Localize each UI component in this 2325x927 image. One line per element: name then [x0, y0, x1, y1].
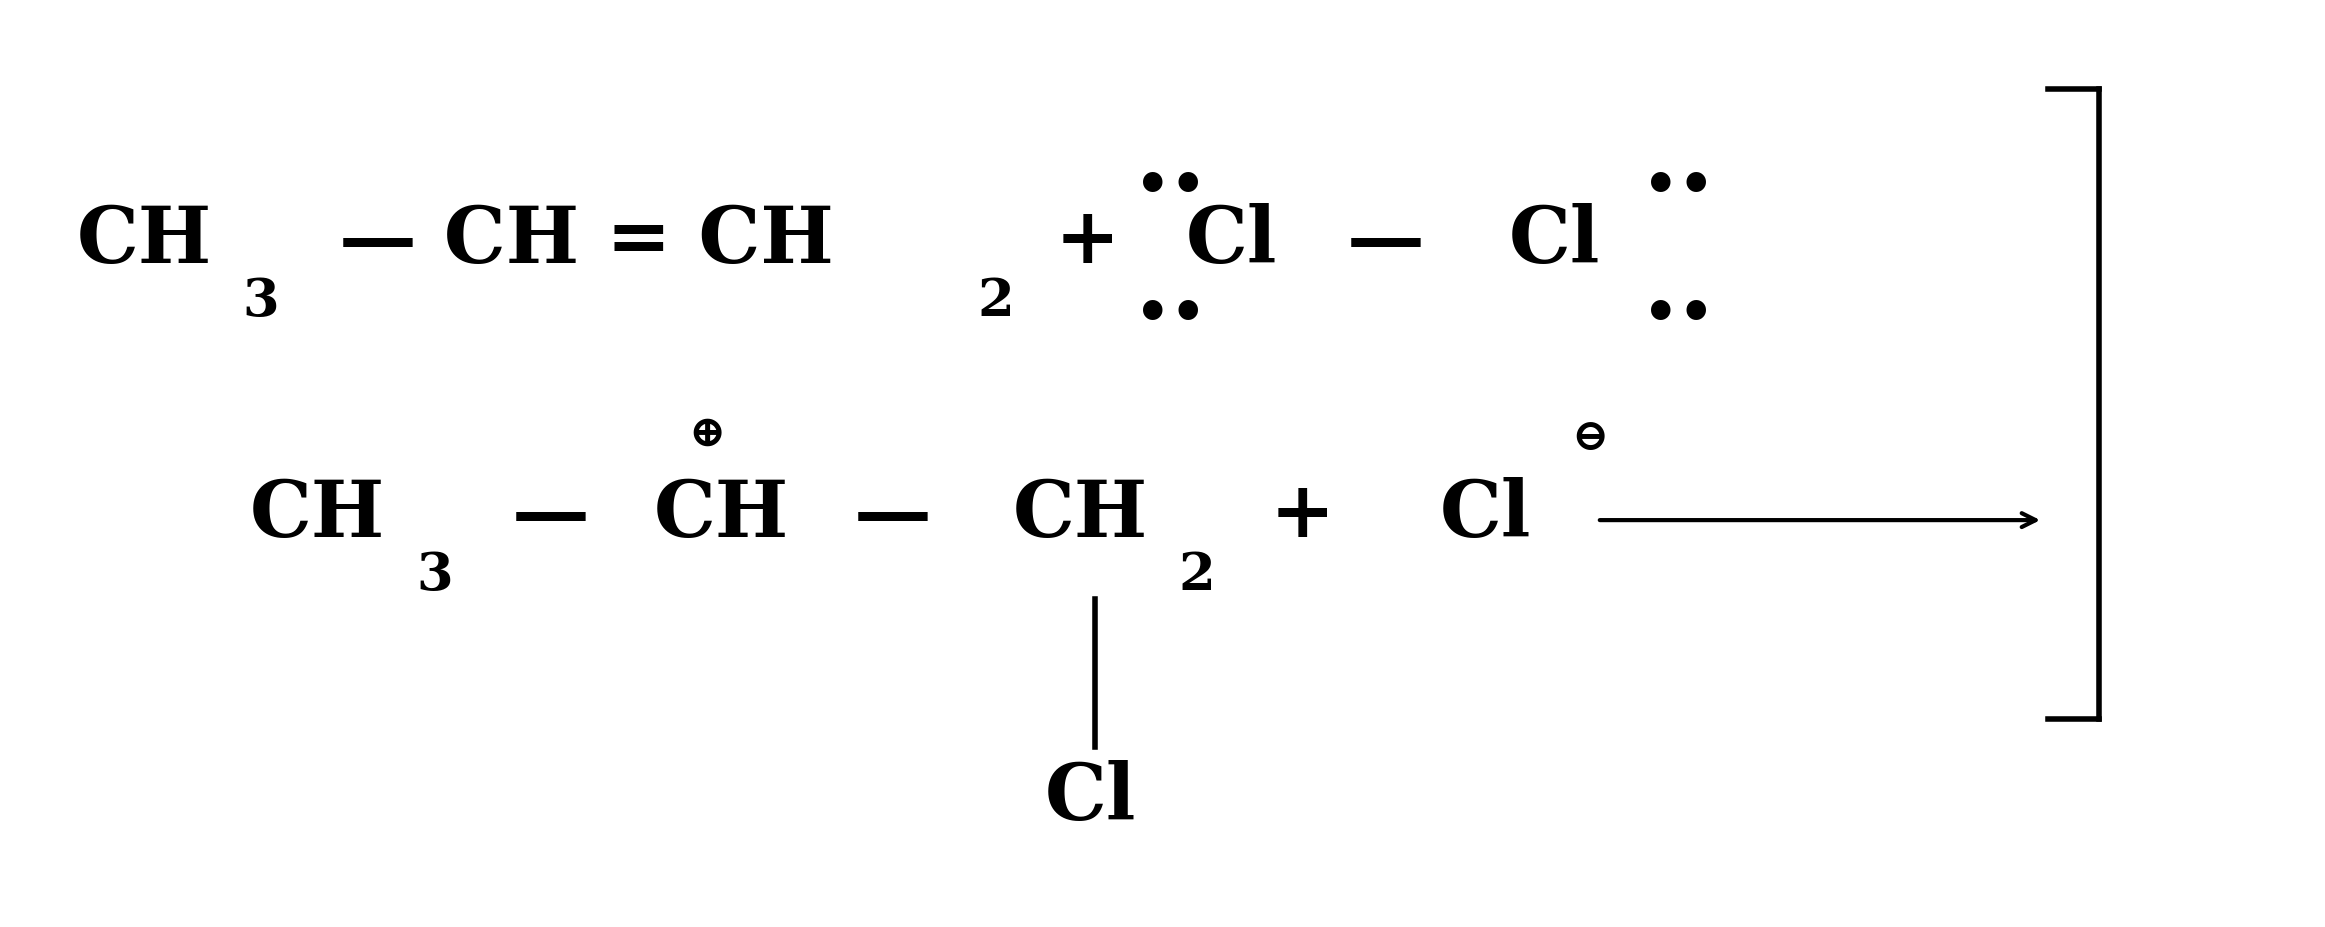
Text: 3: 3 [416, 550, 453, 601]
Text: ••: •• [1135, 288, 1207, 343]
Text: ••: •• [1644, 160, 1714, 215]
Text: 2: 2 [976, 275, 1014, 326]
Text: ⊕: ⊕ [688, 412, 725, 454]
Text: ••: •• [1644, 288, 1714, 343]
Text: Cl: Cl [1509, 203, 1600, 279]
Text: —: — [828, 476, 960, 552]
Text: CH: CH [1011, 476, 1149, 552]
Text: Cl: Cl [1044, 759, 1137, 835]
Text: ••: •• [1135, 160, 1207, 215]
Text: —: — [486, 476, 616, 552]
Text: ⊖: ⊖ [1572, 416, 1609, 459]
Text: CH: CH [249, 476, 386, 552]
Text: 3: 3 [242, 275, 279, 326]
Text: Cl: Cl [1186, 203, 1276, 279]
Text: — CH = CH: — CH = CH [312, 203, 835, 279]
Text: +: + [1244, 476, 1362, 552]
Text: 2: 2 [1179, 550, 1216, 601]
Text: +: + [1028, 203, 1121, 279]
Text: Cl: Cl [1439, 476, 1532, 552]
Text: CH: CH [653, 476, 788, 552]
Text: —: — [1321, 203, 1451, 279]
Text: CH: CH [77, 203, 212, 279]
